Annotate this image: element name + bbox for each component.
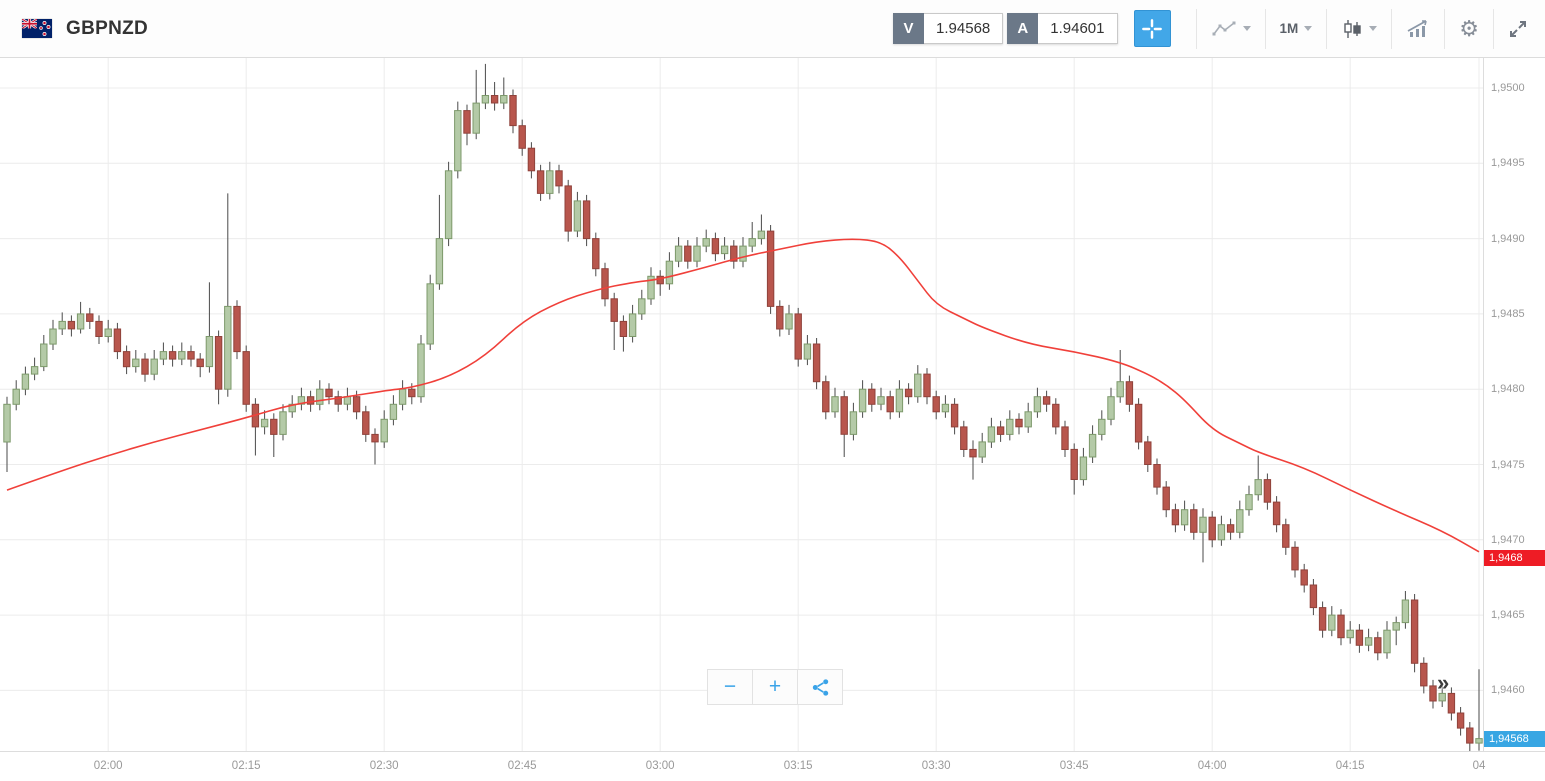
price-tick-label: 1,9460 xyxy=(1491,684,1525,697)
buy-price: 1.94601 xyxy=(1038,13,1118,44)
toolbar-separator xyxy=(1391,8,1393,49)
time-axis[interactable]: 02:00 02:15 02:30 02:45 03:00 03:15 03:30 03:45… xyxy=(0,751,1545,781)
time-tick-label: 02:15 xyxy=(231,760,261,772)
symbol-title: GBPNZD xyxy=(66,17,149,39)
trend-indicator-icon xyxy=(1407,20,1428,37)
crosshair-icon xyxy=(1142,18,1162,39)
toolbar-separator xyxy=(1195,8,1197,49)
zoom-in-button[interactable]: + xyxy=(752,669,798,705)
toolbar-separator xyxy=(1444,8,1446,49)
settings-button[interactable]: ⚙ xyxy=(1454,15,1484,41)
time-tick-label: 03:45 xyxy=(1059,760,1089,772)
time-tick-label: 03:15 xyxy=(783,760,813,772)
time-tick-label: 04:15 xyxy=(1335,760,1365,772)
time-tick-label: 03:30 xyxy=(921,760,951,772)
fullscreen-button[interactable] xyxy=(1503,19,1533,39)
price-tick-label: 1,9480 xyxy=(1491,383,1525,396)
price-tick-label: 1,9470 xyxy=(1491,533,1525,546)
line-chart-icon xyxy=(1212,21,1235,35)
price-tick-label: 1,9500 xyxy=(1491,82,1525,94)
expand-arrows-icon xyxy=(1510,20,1526,37)
chart-area: 1,9468 1,94568 1,9500 1,9495 1,9490 1,9485 1… xyxy=(0,58,1545,781)
price-tick-label: 1,9490 xyxy=(1491,232,1525,245)
gear-icon: ⚙ xyxy=(1459,15,1479,41)
chevron-down-icon xyxy=(1242,26,1251,31)
jump-to-latest-button[interactable]: » xyxy=(1437,670,1449,695)
time-tick-label: 02:45 xyxy=(507,760,537,772)
new-zealand-flag-icon xyxy=(22,19,52,38)
sell-tag: V xyxy=(893,13,925,44)
instrument-info: GBPNZD xyxy=(22,18,148,40)
buy-tag: A xyxy=(1007,13,1039,44)
zoom-out-button[interactable]: − xyxy=(707,669,753,705)
time-tick-label: 04 xyxy=(1472,760,1486,772)
last-price-badge-value: 1,94568 xyxy=(1489,732,1529,745)
buy-quote-button[interactable]: A 1.94601 xyxy=(1007,13,1118,44)
share-button[interactable] xyxy=(797,669,843,705)
crosshair-tool-button[interactable] xyxy=(1133,10,1171,47)
candlestick-chart[interactable] xyxy=(0,58,1483,751)
zoom-controls: − + xyxy=(707,669,843,705)
price-tick-label: 1,9475 xyxy=(1491,458,1525,471)
price-tick-label: 1,9465 xyxy=(1491,609,1525,622)
indicators-button[interactable] xyxy=(1401,19,1435,38)
timeframe-label: 1M xyxy=(1279,21,1299,36)
sell-quote-button[interactable]: V 1.94568 xyxy=(893,13,1004,44)
ma-price-badge: 1,9468 xyxy=(1484,549,1545,566)
ma-price-badge-value: 1,9468 xyxy=(1489,551,1523,564)
candle-style-dropdown[interactable] xyxy=(1336,19,1382,39)
time-tick-label: 03:00 xyxy=(645,760,675,772)
candlestick-icon xyxy=(1344,19,1361,38)
time-tick-label: 02:30 xyxy=(369,760,399,772)
chevron-down-icon xyxy=(1369,26,1378,31)
time-tick-label: 04:00 xyxy=(1197,760,1227,772)
time-tick-label: 02:00 xyxy=(93,760,123,772)
toolbar-separator xyxy=(1326,8,1328,49)
chevron-down-icon xyxy=(1304,26,1313,31)
line-chart-type-dropdown[interactable] xyxy=(1206,20,1256,38)
header-toolbar: GBPNZD V 1.94568 A 1.94601 xyxy=(0,0,1545,58)
toolbar-separator xyxy=(1493,8,1494,49)
toolbar-separator xyxy=(1264,8,1266,49)
last-price-badge: 1,94568 xyxy=(1484,730,1545,747)
price-tick-label: 1,9495 xyxy=(1491,157,1525,170)
share-icon xyxy=(812,678,828,696)
price-axis[interactable]: 1,9468 1,94568 1,9500 1,9495 1,9490 1,9485 1… xyxy=(1483,58,1545,751)
timeframe-dropdown[interactable]: 1M xyxy=(1275,21,1318,36)
header-controls: V 1.94568 A 1.94601 1M xyxy=(893,8,1533,49)
sell-price: 1.94568 xyxy=(924,13,1004,44)
price-tick-label: 1,9485 xyxy=(1491,307,1525,320)
